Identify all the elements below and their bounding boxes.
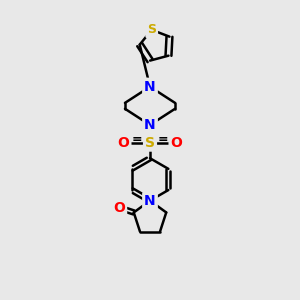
- Text: O: O: [118, 136, 129, 150]
- Text: =: =: [131, 133, 142, 146]
- Text: N: N: [144, 194, 156, 208]
- Text: O: O: [171, 136, 182, 150]
- Text: S: S: [145, 136, 155, 150]
- Text: S: S: [147, 23, 156, 36]
- Text: N: N: [144, 118, 156, 132]
- Text: N: N: [144, 80, 156, 94]
- Text: O: O: [113, 201, 125, 215]
- Text: =: =: [158, 133, 169, 146]
